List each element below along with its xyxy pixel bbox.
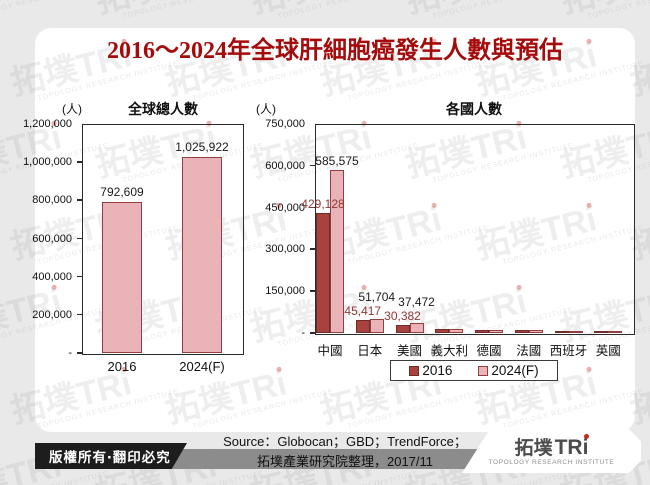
ytick-label: 750,000 — [265, 118, 305, 130]
legend-swatch-icon — [409, 365, 420, 376]
ytick-label: 1,000,000 — [23, 156, 72, 169]
bar-2016-義大利 — [435, 329, 450, 333]
ytick-mark-icon — [77, 161, 82, 163]
bar-2016-英國 — [594, 331, 609, 334]
bar-2016-法國 — [514, 330, 529, 333]
ytick-mark-icon — [310, 206, 315, 209]
value-label: 37,472 — [398, 294, 435, 309]
ytick-label: 400,000 — [32, 270, 72, 283]
ytick-mark-icon — [310, 248, 315, 250]
right-chart-title: 各國人數 — [446, 101, 502, 117]
ytick-mark-icon — [310, 290, 315, 292]
ytick-mark-icon — [77, 199, 82, 201]
x-axis-label: 法國 — [516, 344, 542, 358]
ytick-mark-icon — [77, 237, 82, 239]
bar-2024-德國 — [489, 329, 503, 333]
bar-2016-美國 — [395, 324, 410, 333]
legend-item-2016: 2016 — [409, 363, 452, 378]
bar-2024-義大利 — [449, 328, 464, 333]
ytick-label: 600,000 — [32, 232, 72, 245]
left-chart-title: 全球總人數 — [128, 101, 198, 117]
logo-red-dot-icon — [584, 434, 589, 439]
x-axis-label: 2024(F) — [179, 359, 225, 374]
value-label: 45,417 — [344, 304, 382, 319]
x-axis-label: 日本 — [357, 344, 383, 358]
bar-2016-西班牙 — [554, 331, 569, 334]
ytick-label: - — [68, 347, 72, 359]
ytick-mark-icon — [77, 275, 82, 278]
bar-2024-法國 — [528, 329, 543, 333]
ytick-mark-icon — [310, 164, 315, 167]
ytick-label: 800,000 — [32, 194, 72, 207]
ytick-mark-icon — [310, 332, 315, 334]
bar-2016-中國 — [316, 213, 330, 333]
legend-label: 2024(F) — [491, 363, 539, 378]
bar-2024-英國 — [608, 331, 623, 334]
copyright-bar: 版權所有‧翻印必究 — [35, 443, 187, 469]
legend: 2016 2024(F) — [390, 360, 558, 381]
value-label: 792,609 — [100, 184, 144, 199]
logo-latin-text: TRi — [554, 434, 589, 459]
x-axis-label: 2016 — [107, 359, 137, 374]
ytick-label: 600,000 — [265, 159, 305, 172]
x-axis-label: 美國 — [396, 344, 422, 358]
bar-2024-中國 — [330, 169, 344, 333]
bar-2024-西班牙 — [568, 331, 583, 334]
bar-2024-美國 — [409, 322, 424, 333]
ytick-label: - — [301, 327, 305, 339]
right-chart-unit-label: (人) — [256, 102, 276, 116]
footer-band: 版權所有‧翻印必究 Source：Globocan；GBD；TrendForce… — [0, 428, 650, 485]
bar-2016-德國 — [475, 330, 489, 333]
ytick-mark-icon — [77, 313, 82, 316]
value-label: 1,025,922 — [175, 140, 229, 155]
ytick-label: 300,000 — [265, 243, 305, 256]
bar-global-2024(F) — [182, 157, 222, 353]
x-axis-label: 德國 — [476, 344, 502, 358]
value-label: 585,575 — [315, 153, 359, 168]
value-label: 51,704 — [358, 290, 396, 305]
x-axis-label: 中國 — [317, 344, 343, 358]
x-axis-label: 西班牙 — [549, 344, 588, 358]
logo-subtext: TOPOLOGY RESEARCH INSTITUTE — [488, 458, 615, 466]
ytick-mark-icon — [77, 352, 82, 354]
legend-item-2024(F): 2024(F) — [478, 363, 539, 378]
footer-gray-band — [160, 449, 505, 469]
copyright-text: 版權所有‧翻印必究 — [49, 450, 171, 465]
value-label: 30,382 — [384, 308, 421, 323]
company-logo: 拓墣 TRi TOPOLOGY RESEARCH INSTITUTE — [462, 429, 641, 473]
left-chart-plot-area — [82, 124, 244, 355]
legend-label: 2016 — [422, 363, 453, 378]
x-axis-label: 義大利 — [430, 344, 468, 358]
value-label: 429,128 — [301, 197, 345, 212]
source-line-1: Source：Globocan；GBD；TrendForce； — [223, 434, 467, 449]
bar-2024-日本 — [369, 318, 384, 333]
page-title: 2016～2024年全球肝細胞癌發生人數與預估 — [107, 38, 563, 64]
bar-2016-日本 — [355, 320, 370, 333]
ytick-label: 1,200,000 — [23, 118, 72, 130]
ytick-label: 450,000 — [265, 201, 305, 214]
right-chart-plot-area — [315, 124, 635, 335]
ytick-label: 150,000 — [265, 285, 305, 298]
source-line-2: 拓墣產業研究院整理，2017/11 — [256, 454, 434, 469]
x-axis-label: 英國 — [595, 344, 621, 358]
left-chart-unit-label: (人) — [62, 102, 82, 116]
logo-cjk-text: 拓墣 — [514, 437, 553, 459]
ytick-label: 200,000 — [32, 308, 72, 321]
bar-global-2016 — [102, 201, 142, 353]
legend-swatch-icon — [478, 365, 489, 376]
